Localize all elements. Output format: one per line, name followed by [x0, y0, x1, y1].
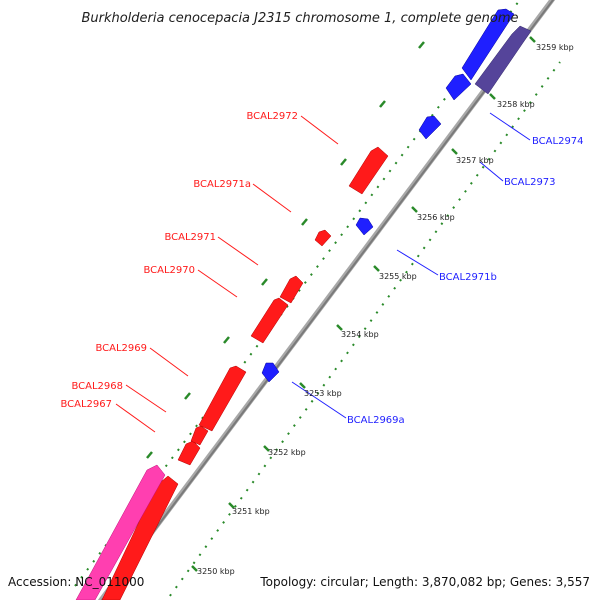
kbp-label: 3253 kbp — [304, 389, 342, 398]
forward-leader-lines — [115, 115, 339, 433]
gene-label-bcal2969[interactable]: BCAL2969 — [95, 343, 147, 354]
gene-label-bcal2970[interactable]: BCAL2970 — [143, 265, 195, 276]
gene-label-bcal2967[interactable]: BCAL2967 — [60, 399, 112, 410]
map-title: Burkholderia cenocepacia J2315 chromosom… — [81, 11, 518, 26]
gene-arrow[interactable] — [348, 146, 389, 195]
reverse-other-gene-bar[interactable] — [474, 25, 532, 95]
kbp-label: 3250 kbp — [197, 567, 235, 576]
kbp-ticks — [191, 36, 536, 572]
kbp-label: 3254 kbp — [341, 330, 379, 339]
kbp-label: 3255 kbp — [379, 272, 417, 281]
inner-dotted-track — [165, 61, 561, 600]
gene-arrow[interactable] — [461, 8, 515, 81]
gene-label-bcal2974[interactable]: BCAL2974 — [532, 136, 584, 147]
gene-arrow[interactable] — [314, 229, 332, 247]
kbp-label: 3258 kbp — [497, 100, 535, 109]
gene-arrow[interactable] — [355, 217, 374, 236]
gene-label-bcal2971a[interactable]: BCAL2971a — [193, 179, 251, 190]
gene-label-bcal2971[interactable]: BCAL2971 — [164, 232, 216, 243]
kbp-scale-labels: 3250 kbp 3251 kbp 3252 kbp 3253 kbp 3254… — [197, 43, 574, 576]
kbp-label: 3251 kbp — [232, 507, 270, 516]
gene-arrow[interactable] — [198, 365, 247, 432]
kbp-label: 3252 kbp — [268, 448, 306, 457]
gene-label-bcal2971b[interactable]: BCAL2971b — [439, 272, 497, 283]
forward-gene-labels: BCAL2967 BCAL2968 BCAL2969 BCAL2970 BCAL… — [60, 111, 298, 410]
gene-arrow[interactable] — [279, 275, 304, 304]
kbp-label: 3259 kbp — [536, 43, 574, 52]
gene-arrow[interactable] — [250, 297, 289, 344]
gene-arrow[interactable] — [177, 440, 201, 466]
gene-arrow[interactable] — [261, 362, 280, 383]
kbp-label: 3256 kbp — [417, 213, 455, 222]
genome-summary-text: Topology: circular; Length: 3,870,082 bp… — [259, 575, 590, 589]
gene-label-bcal2969a[interactable]: BCAL2969a — [347, 415, 405, 426]
reverse-gene-labels: BCAL2969a BCAL2971b BCAL2973 BCAL2974 — [347, 136, 584, 426]
outer-track-ticks — [146, 41, 425, 459]
accession-text: Accession: NC_011000 — [8, 575, 144, 589]
kbp-label: 3257 kbp — [456, 156, 494, 165]
gene-label-bcal2973[interactable]: BCAL2973 — [504, 177, 556, 188]
reverse-genes — [261, 8, 515, 383]
gene-arrow[interactable] — [418, 115, 442, 140]
reverse-leader-lines — [291, 112, 531, 419]
gene-arrow[interactable] — [190, 425, 209, 446]
gene-arrow[interactable] — [445, 73, 472, 101]
forward-genes — [101, 146, 389, 600]
gene-label-bcal2972[interactable]: BCAL2972 — [246, 111, 298, 122]
rna-gene-bar[interactable] — [75, 464, 166, 600]
chromosome-backbone-shade — [100, 0, 555, 600]
gene-label-bcal2968[interactable]: BCAL2968 — [71, 381, 123, 392]
